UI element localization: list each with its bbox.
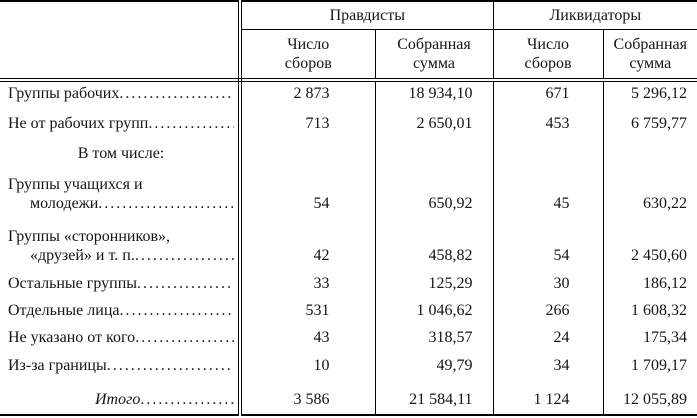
header-group-row: Правдисты Ликвидаторы xyxy=(0,1,697,82)
row-label-cell: Из-за границы xyxy=(0,352,242,380)
row-unspecified-sender: Не указано от кого 43 318,57 24 175,34 xyxy=(0,325,697,352)
cell-pravdisty-count: 42 xyxy=(313,247,330,264)
cell-likvidatory-count: 45 xyxy=(492,168,604,218)
dot-leader xyxy=(140,390,234,409)
row-label-cell: Не указано от кого xyxy=(0,325,242,352)
row-supporters-friends: Группы «сторонников», «друзей» и т. п. 4… xyxy=(0,218,697,270)
header-subcolumn-row: Число сборов Собранная сумма Число сборо… xyxy=(0,29,697,82)
dot-leader xyxy=(137,274,234,293)
cell-pravdisty-sum: 318,57 xyxy=(374,325,494,352)
cell-total-likvidatory-sum: 12 055,89 xyxy=(602,380,697,415)
row-label: Из-за границы xyxy=(8,357,107,374)
row-label-cell: Группы рабочих xyxy=(0,80,242,108)
dot-leader xyxy=(107,356,234,375)
cell-total-likvidatory-count: 1 124 xyxy=(492,380,604,415)
row-label-cell: Отдельные лица xyxy=(0,298,242,325)
cell-pravdisty-sum: 458,82 xyxy=(374,218,494,270)
dot-leader xyxy=(119,301,234,320)
corner-cell xyxy=(0,1,242,82)
row-workers-groups: Группы рабочих 2 873 18 934,10 671 5 296… xyxy=(0,80,697,108)
column-group-likvidatory: Ликвидаторы xyxy=(492,1,697,30)
row-label: Отдельные лица xyxy=(8,302,120,319)
subheader-label: Число сборов xyxy=(284,36,332,72)
cell-likvidatory-count: 453 xyxy=(492,108,604,138)
cell-likvidatory-sum: 5 296,12 xyxy=(602,80,697,108)
cell-likvidatory-sum: 175,34 xyxy=(602,325,697,352)
row-individuals: Отдельные лица 531 1 046,62 266 1 608,32 xyxy=(0,298,697,325)
cell-likvidatory-sum: 630,22 xyxy=(602,168,697,218)
cell-empty xyxy=(240,138,375,168)
dot-leader xyxy=(148,114,234,133)
cell-pravdisty-count: 10 xyxy=(313,357,330,374)
subheader-pravdisty-sum: Собранная сумма xyxy=(374,29,494,82)
subheader-likvidatory-count: Число сборов xyxy=(492,29,604,82)
cell-likvidatory-sum: 1 709,17 xyxy=(602,352,697,380)
cell-pravdisty-sum: 1 046,62 xyxy=(374,298,494,325)
table-body: Группы рабочих 2 873 18 934,10 671 5 296… xyxy=(0,80,697,415)
row-label: Остальные группы xyxy=(8,275,138,292)
row-label-line1: Группы учащихся и xyxy=(8,176,143,193)
dot-leader xyxy=(98,194,234,213)
cell-empty xyxy=(492,138,604,168)
cell-empty xyxy=(374,138,494,168)
row-label-cell: Остальные группы xyxy=(0,270,242,298)
cell-pravdisty-count: 54 xyxy=(313,195,330,212)
table-header: Правдисты Ликвидаторы Число сборов Собра… xyxy=(0,1,697,82)
cell-likvidatory-sum: 2 450,60 xyxy=(602,218,697,270)
cell-likvidatory-sum: 6 759,77 xyxy=(602,108,697,138)
cell-pravdisty-sum: 125,29 xyxy=(374,270,494,298)
cell-total-pravdisty-count: 3 586 xyxy=(293,391,330,408)
row-label-line2: «друзей» и т. п. xyxy=(30,247,135,264)
dot-leader xyxy=(135,246,234,265)
row-label: Не указано от кого xyxy=(8,329,136,346)
row-students-youth: Группы учащихся и молодежи 54 650,92 45 … xyxy=(0,168,697,218)
cell-empty xyxy=(602,138,697,168)
dot-leader xyxy=(135,328,234,347)
row-from-abroad: Из-за границы 10 49,79 34 1 709,17 xyxy=(0,352,697,380)
row-label-cell: Группы учащихся и молодежи xyxy=(0,168,242,218)
row-label-line2: молодежи xyxy=(30,195,99,212)
section-heading: В том числе: xyxy=(77,145,165,162)
cell-likvidatory-count: 30 xyxy=(492,270,604,298)
cell-pravdisty-sum: 650,92 xyxy=(374,168,494,218)
cell-likvidatory-sum: 186,12 xyxy=(602,270,697,298)
cell-pravdisty-count: 2 873 xyxy=(293,85,330,102)
cell-likvidatory-count: 671 xyxy=(492,80,604,108)
subheader-pravdisty-count: Число сборов xyxy=(240,29,375,82)
row-label: Группы рабочих xyxy=(8,85,120,102)
row-label-line1: Группы «сторонников», xyxy=(8,228,170,245)
subheader-label: Собранная сумма xyxy=(397,36,471,72)
cell-pravdisty-sum: 2 650,01 xyxy=(374,108,494,138)
row-other-groups: Остальные группы 33 125,29 30 186,12 xyxy=(0,270,697,298)
row-label-cell: Группы «сторонников», «друзей» и т. п. xyxy=(0,218,242,270)
cell-likvidatory-count: 34 xyxy=(492,352,604,380)
cell-total-pravdisty-sum: 21 584,11 xyxy=(374,380,494,415)
total-label-cell: Итого xyxy=(0,380,242,415)
row-total: Итого 3 586 21 584,11 1 124 12 055,89 xyxy=(0,380,697,415)
column-group-pravdisty: Правдисты xyxy=(240,1,494,30)
cell-pravdisty-count: 531 xyxy=(305,302,330,319)
subheader-label: Число сборов xyxy=(524,36,572,72)
cell-pravdisty-count: 713 xyxy=(305,115,330,132)
cell-pravdisty-count: 43 xyxy=(313,329,330,346)
dot-leader xyxy=(119,84,234,103)
row-section-heading: В том числе: xyxy=(0,138,697,168)
cell-pravdisty-sum: 18 934,10 xyxy=(374,80,494,108)
cell-likvidatory-count: 24 xyxy=(492,325,604,352)
cell-likvidatory-count: 54 xyxy=(492,218,604,270)
cell-pravdisty-sum: 49,79 xyxy=(374,352,494,380)
row-label: Не от рабочих групп xyxy=(8,115,149,132)
subheader-likvidatory-sum: Собранная сумма xyxy=(602,29,697,82)
total-label: Итого xyxy=(95,391,141,408)
row-non-worker-groups: Не от рабочих групп 713 2 650,01 453 6 7… xyxy=(0,108,697,138)
cell-likvidatory-sum: 1 608,32 xyxy=(602,298,697,325)
cell-likvidatory-count: 266 xyxy=(492,298,604,325)
cell-pravdisty-count: 33 xyxy=(313,275,330,292)
section-heading-cell: В том числе: xyxy=(0,138,242,168)
subheader-label: Собранная сумма xyxy=(613,36,688,72)
row-label-cell: Не от рабочих групп xyxy=(0,108,242,138)
